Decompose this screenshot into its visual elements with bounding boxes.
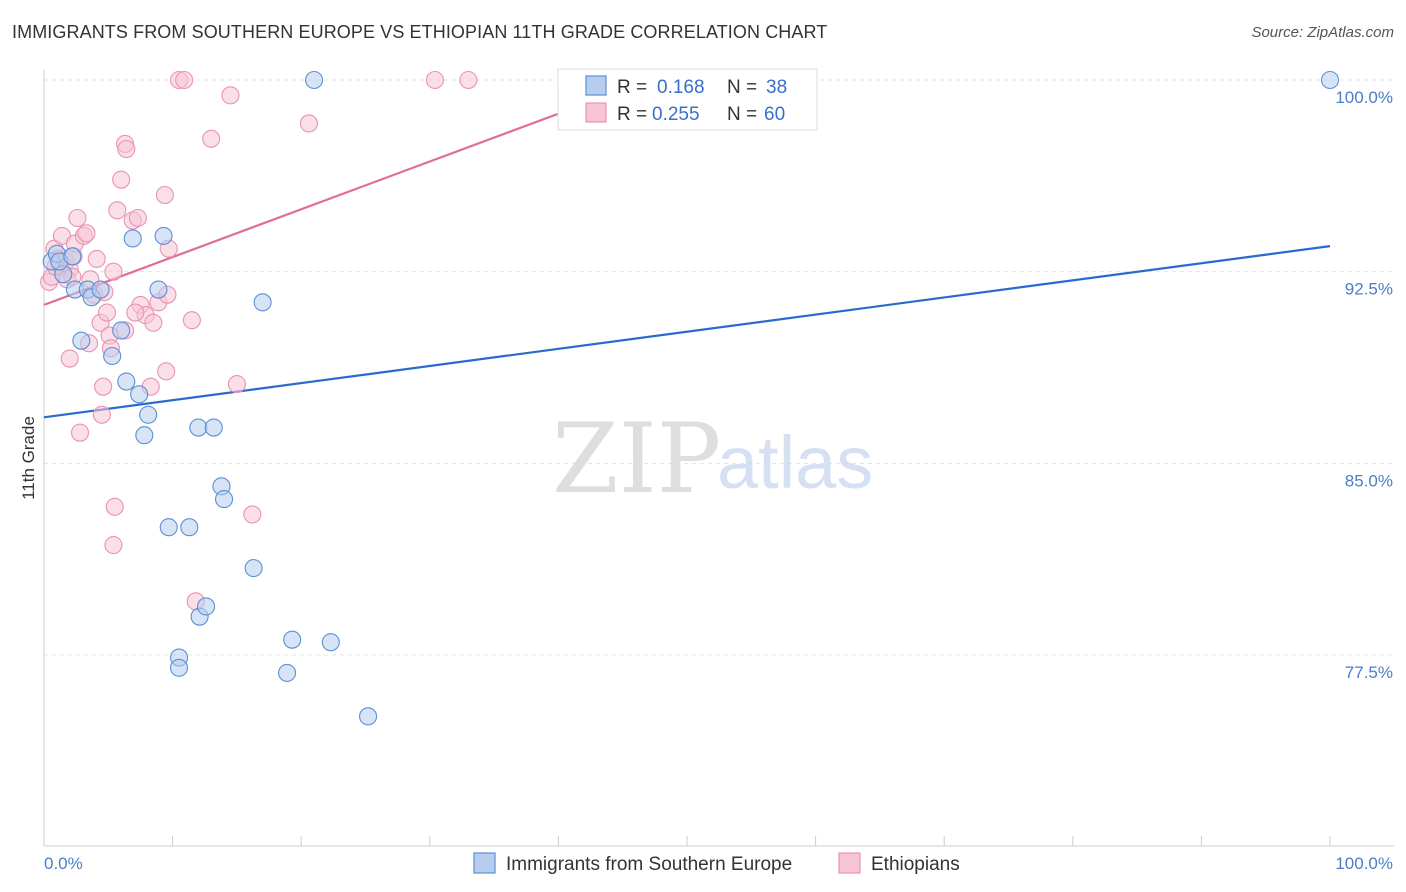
legend-swatch-blue xyxy=(585,75,607,96)
point-blue xyxy=(103,346,122,366)
point-pink xyxy=(157,362,176,381)
legend-swatch-pink xyxy=(585,102,607,123)
series-legend-swatch-blue xyxy=(473,852,496,874)
legend-n-label-pink: N = xyxy=(727,104,757,125)
point-blue xyxy=(1320,70,1340,90)
y-tick-label: 100.0% xyxy=(1335,88,1393,107)
chart-title: IMMIGRANTS FROM SOUTHERN EUROPE VS ETHIO… xyxy=(12,22,828,42)
point-blue xyxy=(359,707,378,726)
x-tick-label-left: 0.0% xyxy=(44,854,83,873)
legend-r-value-blue: 0.168 xyxy=(657,77,705,98)
legend-n-value-pink: 60 xyxy=(764,104,785,125)
point-pink xyxy=(425,70,444,90)
point-pink xyxy=(60,349,79,368)
point-pink xyxy=(227,375,246,394)
point-pink xyxy=(202,129,221,148)
point-blue xyxy=(63,247,82,266)
point-blue xyxy=(196,597,216,616)
legend-n-label-blue: N = xyxy=(727,77,757,98)
point-blue xyxy=(123,229,142,248)
x-tick-label-right: 100.0% xyxy=(1335,854,1393,873)
point-pink xyxy=(87,249,106,268)
chart-source: Source: ZipAtlas.com xyxy=(1251,24,1394,41)
point-pink xyxy=(92,405,111,424)
point-pink xyxy=(221,86,240,105)
axis-ticks: 77.5% 85.0% 92.5% 100.0% xyxy=(43,88,1393,846)
point-pink xyxy=(128,208,147,228)
point-blue xyxy=(117,372,136,391)
point-pink xyxy=(68,208,87,228)
point-blue xyxy=(283,630,302,649)
point-blue xyxy=(139,405,158,424)
point-blue xyxy=(214,490,234,509)
point-blue xyxy=(244,559,263,578)
point-blue xyxy=(189,418,208,437)
point-blue xyxy=(91,280,110,299)
series-legend-swatch-pink xyxy=(838,852,861,874)
point-pink xyxy=(108,201,127,220)
point-pink xyxy=(459,70,478,90)
point-blue xyxy=(204,418,223,437)
point-pink xyxy=(70,423,90,442)
point-blue xyxy=(112,321,131,340)
legend-r-value-pink: 0.255 xyxy=(652,104,700,125)
point-blue xyxy=(72,331,91,350)
trend-lines xyxy=(43,112,1331,419)
stats-legend: R = 0.168 N = 38 R = 0.255 N = 60 xyxy=(557,68,818,131)
series-legend-label-pink: Ethiopians xyxy=(871,854,960,875)
data-points xyxy=(40,70,1340,726)
point-pink xyxy=(117,139,136,159)
trend-line-blue xyxy=(43,245,1331,419)
point-pink xyxy=(126,303,145,322)
point-pink xyxy=(144,313,163,332)
point-pink xyxy=(182,311,201,330)
watermark: ZIP atlas xyxy=(552,403,873,515)
point-blue xyxy=(305,70,324,90)
point-blue xyxy=(321,633,340,652)
legend-r-label-pink: R = xyxy=(617,104,647,125)
axes xyxy=(43,70,1394,847)
y-tick-label: 85.0% xyxy=(1345,471,1393,490)
y-tick-label: 92.5% xyxy=(1345,280,1393,299)
point-blue xyxy=(130,385,149,404)
point-pink xyxy=(105,497,124,516)
point-blue xyxy=(253,293,272,312)
point-blue xyxy=(135,426,154,445)
point-pink xyxy=(97,303,117,322)
legend-r-label-blue: R = xyxy=(617,77,647,98)
point-blue xyxy=(180,518,199,537)
point-blue xyxy=(154,226,173,245)
point-blue xyxy=(149,280,168,299)
y-tick-label: 77.5% xyxy=(1345,663,1393,682)
y-axis-title: 11th Grade xyxy=(19,416,38,500)
trend-line-pink xyxy=(43,112,561,306)
watermark-atlas: atlas xyxy=(717,421,873,504)
point-pink xyxy=(155,185,174,205)
point-blue xyxy=(169,658,189,677)
watermark-zip: ZIP xyxy=(552,403,721,515)
series-legend: Immigrants from Southern Europe Ethiopia… xyxy=(473,852,960,875)
point-pink xyxy=(243,505,262,524)
point-pink xyxy=(104,262,123,281)
legend-n-value-blue: 38 xyxy=(766,77,787,98)
point-blue xyxy=(278,663,297,682)
point-pink xyxy=(175,70,194,90)
series-legend-label-blue: Immigrants from Southern Europe xyxy=(506,854,792,875)
point-pink xyxy=(77,224,96,243)
point-pink xyxy=(112,170,131,189)
point-pink xyxy=(104,536,123,555)
point-blue xyxy=(159,518,178,537)
point-pink xyxy=(299,114,318,133)
point-pink xyxy=(94,377,113,396)
